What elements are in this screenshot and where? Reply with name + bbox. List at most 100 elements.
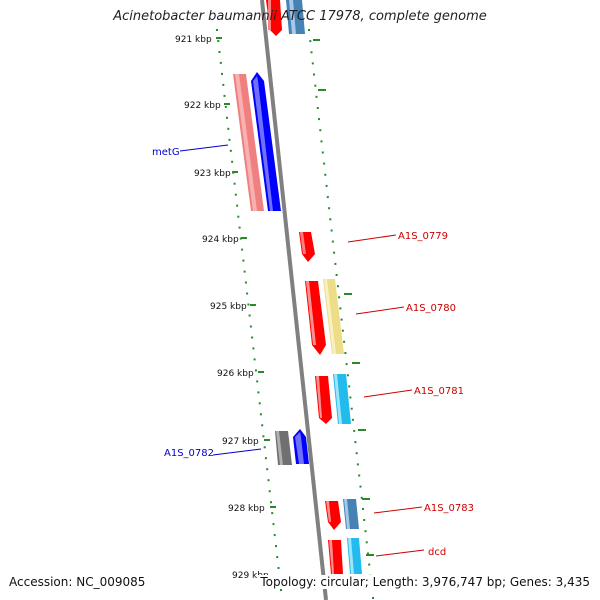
track-dot xyxy=(344,352,347,354)
gene-label-A1S_0780[interactable]: A1S_0780 xyxy=(406,303,456,314)
track-dot xyxy=(328,207,331,210)
gene-label-A1S_0779[interactable]: A1S_0779 xyxy=(398,231,448,242)
track-dot xyxy=(228,138,231,141)
track-dot xyxy=(326,196,329,199)
gene-feature-A1S_0780[interactable] xyxy=(305,279,344,355)
track-dot xyxy=(280,589,282,591)
track-dot xyxy=(251,336,254,339)
track-dot xyxy=(320,140,323,143)
ruler-tick-label: 925 kbp xyxy=(210,302,247,312)
track-dot xyxy=(336,285,339,288)
track-dot xyxy=(218,51,221,53)
track-dot xyxy=(244,281,247,284)
track-dot xyxy=(358,474,361,477)
track-dot xyxy=(355,452,358,455)
track-dot xyxy=(329,218,332,221)
track-dot xyxy=(268,490,271,493)
track-dot xyxy=(227,127,230,130)
track-dot xyxy=(372,597,374,599)
track-dot xyxy=(254,369,257,372)
track-dot xyxy=(257,391,260,394)
track-dot xyxy=(275,545,277,548)
track-dot xyxy=(333,251,336,254)
track-dot xyxy=(348,385,351,388)
track-dot xyxy=(365,541,368,544)
track-dot xyxy=(264,457,267,460)
track-dot xyxy=(363,519,366,521)
track-dot xyxy=(238,226,241,229)
track-dot xyxy=(233,182,236,185)
dotted-tracks xyxy=(216,29,374,599)
track-dot xyxy=(266,468,269,471)
track-dot xyxy=(247,303,250,306)
track-dot xyxy=(351,418,354,421)
track-dot xyxy=(267,479,270,482)
ruler-tick-label: 929 kbp xyxy=(232,571,269,581)
ruler-tick-label: 927 kbp xyxy=(222,437,259,447)
track-dot xyxy=(270,501,272,504)
track-dot xyxy=(314,84,317,87)
gene-feature-A1S_0782[interactable] xyxy=(275,429,309,465)
track-dot xyxy=(236,204,239,207)
track-dot xyxy=(350,407,353,410)
track-dot xyxy=(349,396,352,399)
track-dot xyxy=(330,229,333,232)
gene-label-A1S_0782[interactable]: A1S_0782 xyxy=(164,448,214,459)
track-dot xyxy=(360,496,363,499)
track-dot xyxy=(341,329,344,332)
gene-labels: metG A1S_0779 A1S_0780 A1S_0781 A1S_0782… xyxy=(152,144,474,558)
track-dot xyxy=(368,563,371,566)
gene-label-dcd[interactable]: dcd xyxy=(428,547,446,558)
gene-feature[interactable] xyxy=(266,0,282,36)
track-dot xyxy=(354,441,357,444)
track-dot xyxy=(252,347,255,350)
track-dot xyxy=(234,193,237,196)
track-dot xyxy=(364,530,367,533)
gene-feature[interactable] xyxy=(286,0,305,34)
gene-label-A1S_0783[interactable]: A1S_0783 xyxy=(424,503,474,514)
track-dot xyxy=(315,95,318,98)
track-dot xyxy=(339,307,342,310)
gene-feature-dcd[interactable] xyxy=(328,538,362,574)
track-dot xyxy=(223,94,226,97)
genome-backbone xyxy=(260,0,328,600)
ruler-tick-label: 921 kbp xyxy=(175,35,212,45)
gene-feature-metG[interactable] xyxy=(251,72,281,211)
right-track-markers xyxy=(313,39,374,556)
gene-feature-A1S_0781[interactable] xyxy=(315,374,351,424)
track-dot xyxy=(309,40,312,43)
track-dot xyxy=(325,184,328,187)
genome-summary: Topology: circular; Length: 3,976,747 bp… xyxy=(257,575,590,589)
accession-label: Accession: NC_009085 xyxy=(9,575,150,589)
track-dot xyxy=(346,374,349,377)
track-dot xyxy=(316,107,319,109)
genome-title: Acinetobacter baumannii ATCC 17978, comp… xyxy=(113,9,487,24)
track-dot xyxy=(276,556,279,559)
track-dot xyxy=(356,463,359,466)
track-dot xyxy=(334,262,337,265)
track-dot xyxy=(246,292,249,295)
gene-feature-rna[interactable] xyxy=(233,74,264,211)
gene-feature-A1S_0783[interactable] xyxy=(325,499,359,530)
track-dot xyxy=(323,162,326,165)
gene-features xyxy=(233,0,362,574)
gene-label-A1S_0781[interactable]: A1S_0781 xyxy=(414,386,464,397)
track-dot xyxy=(318,118,320,121)
track-dot xyxy=(345,363,348,366)
track-dot xyxy=(324,173,327,176)
track-dot xyxy=(272,523,275,526)
track-dot xyxy=(241,248,244,251)
gene-feature-A1S_0779[interactable] xyxy=(299,232,315,262)
track-dot xyxy=(263,446,266,449)
track-dot xyxy=(353,429,356,432)
track-dot xyxy=(273,534,276,537)
track-dot xyxy=(340,318,343,321)
track-dot xyxy=(271,512,274,515)
track-dot xyxy=(242,259,245,262)
track-dot xyxy=(249,325,252,328)
track-dot xyxy=(217,40,220,42)
track-dot xyxy=(335,274,338,276)
gene-label-metG[interactable]: metG xyxy=(152,147,180,158)
track-dot xyxy=(258,402,261,405)
